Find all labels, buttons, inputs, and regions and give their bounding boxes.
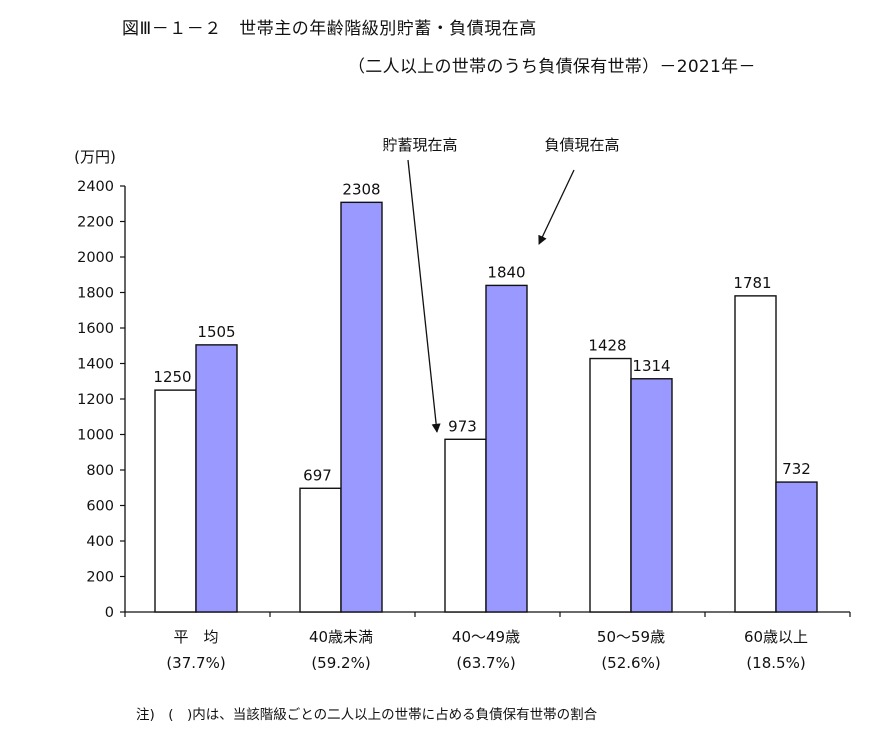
x-category-share-label: (37.7%) bbox=[166, 654, 225, 672]
debt-bar bbox=[630, 378, 673, 613]
savings-bar bbox=[589, 357, 632, 613]
x-category-share-label: (59.2%) bbox=[311, 654, 370, 672]
savings-value-label: 973 bbox=[448, 417, 477, 435]
debt-value-label: 1505 bbox=[197, 323, 235, 341]
x-category-label: 60歳以上 bbox=[744, 628, 808, 646]
x-category-share-label: (63.7%) bbox=[456, 654, 515, 672]
y-tick-label: 0 bbox=[105, 605, 114, 621]
debt-value-label: 732 bbox=[782, 460, 811, 478]
savings-bar bbox=[154, 389, 197, 613]
chart-title-line2: （二人以上の世帯のうち負債保有世帯）－2021年－ bbox=[348, 57, 756, 77]
y-tick-label: 2200 bbox=[77, 215, 114, 231]
savings-bar bbox=[734, 295, 777, 613]
savings-annotation-label: 貯蓄現在高 bbox=[382, 136, 457, 154]
bar-chart: (万円) 0 200 400 600 800 1000 1200 1400 1600 1800 200… bbox=[74, 136, 851, 672]
savings-bar bbox=[299, 487, 342, 613]
debt-value-label: 1314 bbox=[632, 357, 670, 375]
savings-value-label: 1428 bbox=[588, 337, 626, 355]
x-category-label: 50～59歳 bbox=[597, 628, 665, 646]
debt-value-label: 1840 bbox=[487, 263, 525, 281]
debt-value-label: 2308 bbox=[342, 180, 380, 198]
savings-value-label: 1781 bbox=[733, 274, 771, 292]
debt-bar bbox=[485, 284, 528, 613]
chart-footnote: 注) ( )内は、当該階級ごとの二人以上の世帯に占める負債保有世帯の割合 bbox=[136, 707, 598, 723]
y-axis-unit-label: (万円) bbox=[74, 148, 116, 166]
debt-bar bbox=[340, 201, 383, 613]
x-category-label: 平 均 bbox=[173, 628, 218, 646]
x-category-label: 40～49歳 bbox=[452, 628, 520, 646]
y-tick-label: 1000 bbox=[77, 428, 114, 444]
y-tick-label: 1800 bbox=[77, 286, 114, 302]
y-tick-label: 800 bbox=[86, 463, 114, 479]
y-tick-label: 2000 bbox=[77, 250, 114, 266]
y-tick-label: 200 bbox=[86, 570, 114, 586]
savings-bar bbox=[444, 438, 487, 613]
x-category-share-label: (18.5%) bbox=[746, 654, 805, 672]
y-tick-label: 1600 bbox=[77, 321, 114, 337]
y-tick-label: 2400 bbox=[77, 179, 114, 195]
y-tick-label: 1200 bbox=[77, 392, 114, 408]
debt-annotation-arrow bbox=[538, 169, 575, 245]
y-tick-label: 400 bbox=[86, 534, 114, 550]
savings-value-label: 697 bbox=[303, 466, 332, 484]
y-tick-label: 1400 bbox=[77, 357, 114, 373]
debt-bar bbox=[775, 481, 818, 613]
chart-title-line1: 図Ⅲ－１－２ 世帯主の年齢階級別貯蓄・負債現在高 bbox=[122, 19, 537, 39]
y-tick-label: 600 bbox=[86, 499, 114, 515]
savings-annotation-arrow bbox=[407, 159, 441, 433]
savings-value-label: 1250 bbox=[153, 368, 191, 386]
x-category-label: 40歳未満 bbox=[309, 628, 373, 646]
x-category-share-label: (52.6%) bbox=[601, 654, 660, 672]
debt-annotation-label: 負債現在高 bbox=[544, 136, 619, 154]
debt-bar bbox=[195, 344, 238, 613]
